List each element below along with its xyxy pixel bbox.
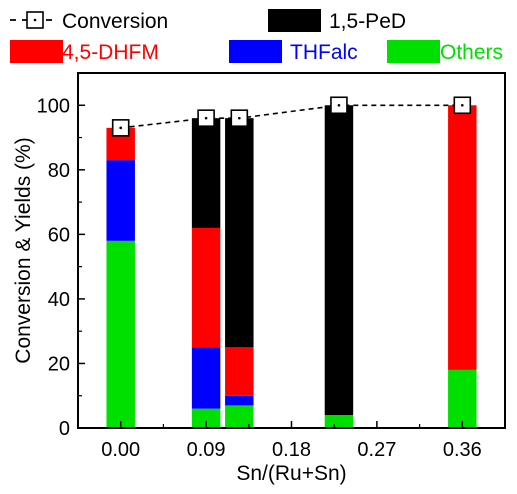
legend-swatch-1-5-ped — [268, 9, 321, 32]
legend-label-thfalc: THFalc — [290, 41, 358, 64]
y-tick-label-1: 20 — [48, 353, 70, 375]
bar-segment-others-2 — [225, 405, 254, 428]
x-tick-label-3: 0.27 — [357, 439, 396, 461]
legend-swatch-thfalc — [229, 40, 282, 63]
bar-segment-thfalc-0 — [106, 160, 135, 241]
conversion-marker-dot-2 — [238, 116, 241, 120]
x-tick-label-1: 0.09 — [187, 439, 226, 461]
y-axis-title: Conversion & Yields (%) — [12, 137, 35, 363]
bar-segment-others-0 — [106, 240, 135, 428]
y-tick-label-4: 80 — [48, 160, 70, 182]
conversion-line-layer — [111, 96, 472, 137]
legend-swatch-others — [387, 40, 440, 63]
y-tick-label-3: 60 — [48, 224, 70, 246]
legend: Conversion 1,5-PeD 4,5-DHFM THFalc Others — [10, 9, 503, 64]
x-tick-label-0: 0.00 — [101, 439, 140, 461]
y-tick-label-2: 40 — [48, 289, 70, 311]
legend-label-conversion: Conversion — [62, 10, 168, 33]
legend-label-4-5-dhfm: 4,5-DHFM — [62, 41, 159, 64]
conversion-marker-dot-3 — [337, 103, 341, 107]
y-tick-label-0: 0 — [59, 418, 70, 440]
bar-segment-thfalc-1 — [191, 347, 221, 409]
x-tick-label-4: 0.36 — [443, 439, 482, 461]
plot-frame — [77, 72, 506, 429]
bar-segment-thfalc-2 — [225, 395, 254, 406]
bars-layer — [106, 105, 477, 428]
bar-segment-1-5-ped-1 — [191, 118, 221, 228]
legend-swatch-4-5-dhfm — [10, 40, 63, 63]
legend-label-others: Others — [440, 41, 503, 64]
bar-segment-4-5-dhfm-2 — [225, 347, 254, 396]
x-tick-label-2: 0.18 — [272, 439, 311, 461]
bar-segment-1-5-ped-2 — [225, 118, 254, 348]
y-tick-label-5: 100 — [37, 95, 70, 117]
legend-marker-dot — [33, 18, 37, 22]
bar-segment-others-4 — [448, 369, 477, 428]
legend-label-1-5-ped: 1,5-PeD — [329, 10, 406, 33]
bar-segment-4-5-dhfm-1 — [191, 227, 221, 348]
bar-segment-others-1 — [191, 408, 221, 428]
conversion-marker-dot-0 — [119, 126, 122, 130]
conversion-marker-dot-1 — [204, 116, 208, 120]
bar-segment-1-5-ped-3 — [324, 105, 354, 416]
conversion-marker-dot-4 — [461, 103, 464, 107]
axes-layer: 0 20 40 60 80 100 0.00 0.09 0.18 0.27 0.36 Sn/(Ru+S… — [12, 72, 506, 485]
x-axis-title: Sn/(Ru+Sn) — [236, 462, 346, 485]
conversion-line — [120, 104, 463, 129]
bar-segment-others-3 — [324, 415, 354, 428]
bar-segment-4-5-dhfm-4 — [448, 105, 477, 370]
